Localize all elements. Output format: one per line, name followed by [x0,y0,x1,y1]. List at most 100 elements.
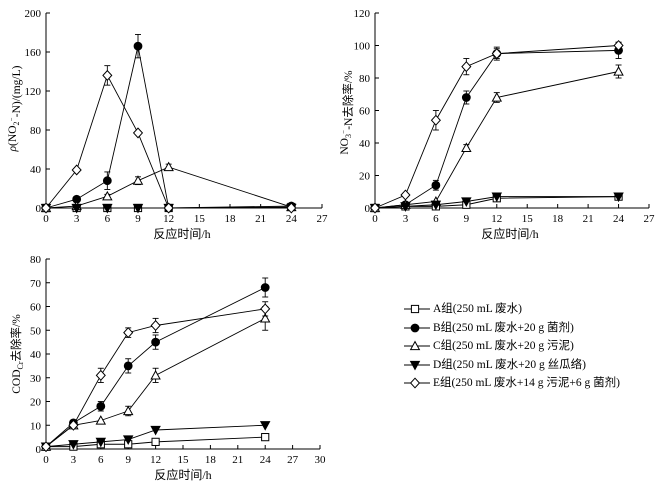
x-tick-label: 3 [74,213,80,225]
x-axis-label: 反应时间/h [154,467,211,482]
data-point [491,48,502,60]
data-point [430,200,442,211]
series-line [45,424,266,448]
y-tick-label: 160 [25,47,42,59]
x-axis-label: 反应时间/h [153,226,210,241]
series-c [369,64,624,213]
data-point [286,202,297,214]
series-line [45,74,292,209]
y-tick-label: 200 [25,8,42,20]
data-point [122,405,134,416]
axis-label-part: COD [11,370,23,394]
data-point [461,61,472,73]
data-point [431,180,441,190]
x-tick-label: 15 [522,213,534,225]
legend-item-b: B组(250 mL 废水+20 g 菌剂) [402,319,658,338]
x-axis-label: 反应时间/h [481,226,538,241]
series-e [369,39,624,214]
y-tick-label: 20 [359,171,371,183]
series-line [46,436,266,448]
legend-key-b [404,323,430,332]
legend-key-c [404,340,430,351]
data-point [259,421,271,431]
data-point [400,189,411,201]
data-point [132,175,144,185]
data-point [71,203,82,214]
data-point [40,202,52,214]
x-tick-label: 12 [163,213,174,225]
data-point [461,197,472,207]
legend-key-d [404,360,430,370]
axis-label-part: ρ [7,145,19,152]
y-axis-label: NO3⁻-N去除率/% [339,70,355,155]
axis-label-part: -N去除率/% [341,70,355,130]
y-tick-label: 60 [359,106,371,118]
legend-label-c: C组(250 mL 废水+20 g 污泥) [433,340,574,352]
data-point [163,202,174,214]
x-tick-label: 0 [372,213,378,225]
x-tick-label: 24 [260,454,272,466]
x-tick-label: 3 [71,454,77,466]
x-tick-label: 24 [613,213,625,225]
data-point [71,164,82,176]
y-tick-label: 10 [30,420,42,432]
x-tick-label: 0 [43,454,49,466]
data-point [150,425,161,436]
data-point [150,319,161,332]
x-tick-label: 15 [194,213,206,225]
series-line [45,308,266,447]
x-tick-label: 15 [178,454,190,466]
legend-marker [409,377,421,389]
x-tick-label: 27 [644,213,656,225]
x-tick-label: 9 [125,454,131,466]
axis-label-part: 去除率/% [9,314,23,362]
y-tick-label: 100 [354,41,371,53]
y-tick-label: 120 [25,86,42,98]
data-point [132,127,144,139]
legend-label-b: B组(250 mL 废水+20 g 菌剂) [433,321,574,334]
data-point [132,203,144,214]
data-point [150,369,161,380]
chart-panel-no3: 0 3 6 9 12 15 18 21 24 27020406080100120反应时间/hNO3… [339,8,655,241]
data-point [151,437,160,446]
legend: A组(250 mL 废水) B组(250 mL 废水+20 g 菌剂) C组(2… [402,300,658,393]
y-tick-label: 40 [359,138,371,150]
chart-panel-cod: 0 3 6 9 12 15 18 21 24 27 30 0 10 20 30 40 50 60 70 80 反应时间/… [9,254,326,482]
legend-key-e [404,377,430,389]
data-point [123,361,133,371]
series-line [374,71,619,209]
axis-label-part: ⁻ [9,117,18,121]
data-point [260,283,270,292]
y-tick-label: 80 [30,254,42,266]
legend-key-a [404,304,430,314]
data-point [491,92,503,102]
data-point [122,435,134,445]
y-tick-label: 0 [36,203,42,215]
legend-label-d: D组(250 mL 废水+20 g 丝瓜络) [433,358,586,371]
y-tick-label: 30 [30,373,42,385]
x-tick-label: 6 [98,454,104,466]
x-tick-label: 18 [552,213,564,225]
y-tick-label: 40 [30,349,42,361]
data-point [95,415,107,425]
data-point [102,203,113,214]
data-point [102,190,113,201]
x-tick-label: 6 [433,213,439,225]
data-point [400,202,411,212]
data-point [102,69,113,81]
x-tick-label: 12 [491,213,502,225]
x-tick-label: 27 [287,454,299,466]
data-point [68,419,79,431]
axis-label-part: NO [339,138,351,155]
data-point [369,202,381,214]
y-tick-label: 80 [30,125,42,137]
y-tick-label: 80 [359,73,371,85]
series-line [45,166,292,209]
x-tick-label: 6 [105,213,111,225]
x-tick-label: 30 [315,454,327,466]
y-tick-label: 50 [30,325,42,337]
data-point [96,401,106,411]
y-axis-label: ρ(NO2⁻-N)/(mg/L) [7,65,23,152]
